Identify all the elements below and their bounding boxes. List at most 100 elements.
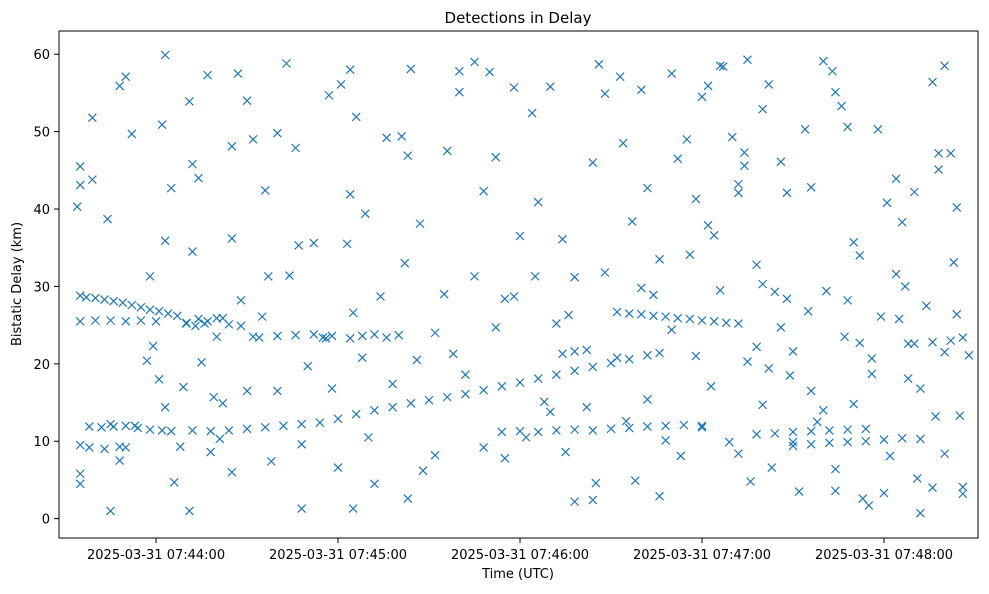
data-point [858,494,868,503]
data-point [606,424,616,434]
data-point [806,439,816,449]
data-point [415,219,425,229]
x-axis: 2025-03-31 07:44:00 2025-03-31 07:45:00 20… [87,538,953,563]
data-point [103,214,112,224]
data-point [588,362,598,372]
data-point [224,425,234,435]
data-point [297,504,307,514]
data-point [454,87,464,97]
data-point [861,424,871,434]
x-tick-label: 2025-03-31 07:45:00 [269,548,407,563]
data-point [588,158,598,168]
data-point [849,399,859,409]
data-point [106,506,115,516]
data-point [570,366,580,376]
data-point [570,272,580,282]
data-point [733,449,743,459]
data-point [558,349,567,359]
data-point [188,247,197,257]
data-point [142,356,152,366]
data-point [691,351,701,361]
data-point [181,319,191,329]
data-point [315,418,325,428]
data-point [894,314,904,324]
data-point [788,437,798,447]
data-point [291,330,300,340]
data-point [400,258,410,268]
data-point [545,407,555,417]
y-tick-label: 30 [33,280,50,295]
data-point [570,347,580,356]
data-point [263,271,273,281]
data-point [715,61,725,71]
data-point [706,381,716,391]
data-point [87,113,97,123]
data-point [370,479,379,489]
data-point [530,271,540,281]
data-point [855,251,865,260]
data-point [218,398,228,408]
data-point [624,309,634,318]
data-point [697,422,707,432]
data-point [448,349,458,359]
data-point [75,316,85,326]
data-point [206,426,216,436]
data-point [403,494,413,503]
data-point [87,175,97,185]
data-point [621,416,631,426]
y-tick-label: 60 [33,48,50,63]
data-point [163,309,173,318]
data-point [685,314,695,324]
data-point [673,154,683,164]
data-point [460,389,470,399]
data-point [145,425,155,435]
data-point [279,421,288,431]
data-point [964,350,974,360]
data-point [958,489,968,499]
data-point [321,333,331,343]
data-point [912,473,922,483]
data-point [166,426,176,436]
data-point [934,165,943,174]
data-point [351,112,361,122]
data-point [618,138,628,148]
data-point [667,325,677,335]
data-point [891,174,901,184]
data-point [297,419,307,429]
data-point [673,313,683,323]
data-point [418,466,428,476]
data-point [561,447,570,457]
data-point [388,379,398,389]
data-point [184,97,194,106]
data-point [357,353,367,363]
data-point [800,124,810,134]
y-axis: 0 10 20 30 40 50 60 [33,48,59,528]
y-tick-label: 10 [33,435,50,450]
data-point [661,436,671,445]
data-point [136,316,146,325]
data-point [75,469,85,479]
data-point [533,427,543,437]
data-point [500,294,510,304]
data-point [294,240,304,250]
data-point [770,287,780,297]
data-point [351,409,361,419]
x-axis-label: Time (UTC) [481,567,554,582]
data-point [743,357,752,366]
data-point [655,491,664,501]
data-point [570,425,580,435]
y-axis-label: Bistatic Delay (km) [10,222,25,346]
data-point [442,146,452,156]
data-point [382,133,391,143]
data-point [115,81,125,91]
data-point [952,203,962,212]
data-point [236,295,246,305]
data-point [867,353,877,363]
data-point [406,64,416,74]
data-point [194,173,203,183]
data-point [558,234,567,244]
plot-points [72,50,974,518]
data-point [697,421,707,431]
data-point [521,432,531,442]
data-point [184,506,194,516]
